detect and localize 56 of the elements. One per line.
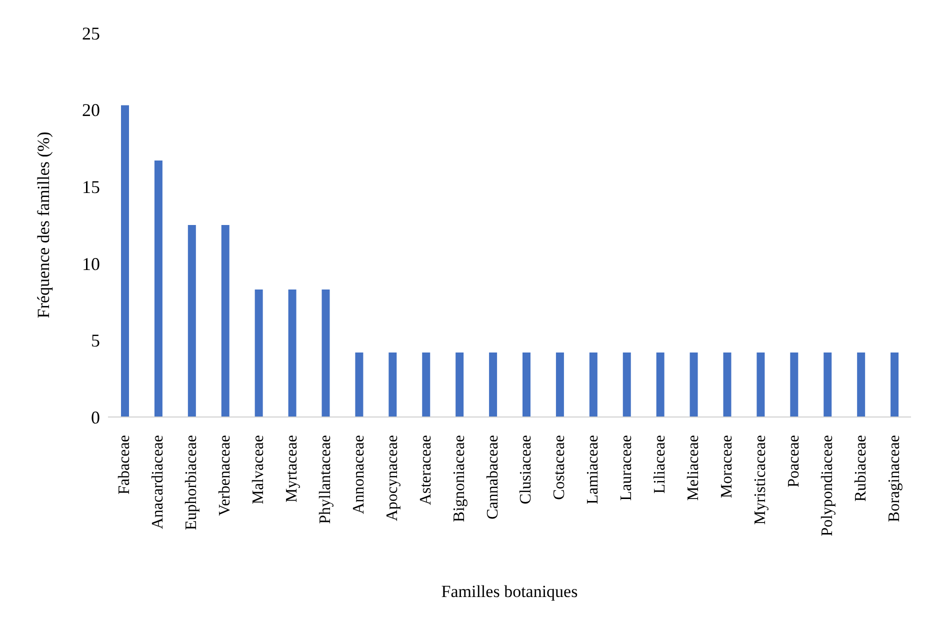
- bar: [522, 352, 530, 417]
- x-tick-label: Anacardiaceae: [150, 435, 167, 530]
- bar: [456, 352, 464, 417]
- y-tick-label: 0: [91, 407, 100, 428]
- bar: [422, 352, 430, 417]
- x-tick-label: Malvaceae: [250, 435, 268, 504]
- x-tick-label: Costaceae: [551, 435, 568, 500]
- x-tick-label: Clusiaceae: [518, 435, 535, 504]
- y-tick-label: 25: [82, 23, 100, 44]
- x-tick-label: Cannabaceae: [484, 435, 502, 520]
- x-tick-label: Fabaceae: [116, 435, 134, 495]
- bar: [556, 352, 564, 417]
- bar: [857, 352, 866, 417]
- x-tick-label: Polypondiaceae: [818, 435, 836, 536]
- bar: [690, 352, 698, 417]
- x-tick-label: Verbenaceae: [216, 435, 234, 516]
- bar: [890, 352, 899, 417]
- x-tick-label: Phyllantaceae: [316, 435, 334, 524]
- x-tick-label: Bignoniaceae: [450, 435, 468, 522]
- x-tick-label: Liliaceae: [652, 435, 669, 494]
- x-tick-label: Apocynaceae: [384, 435, 401, 522]
- x-tick-label: Euphorbiaceae: [183, 435, 200, 530]
- y-axis-title: Fréquence des familles (%): [34, 132, 54, 318]
- bar: [756, 352, 765, 417]
- bar: [188, 225, 196, 417]
- bar: [254, 290, 263, 417]
- bar: [723, 352, 732, 417]
- y-tick-label: 10: [82, 254, 100, 274]
- x-tick-label: Lamiaceae: [584, 435, 602, 504]
- x-tick-label: Moraceae: [718, 435, 736, 498]
- x-tick-label: Meliaceae: [685, 435, 702, 501]
- x-tick-label: Lauraceae: [618, 435, 636, 501]
- bar: [388, 352, 397, 417]
- bar: [589, 352, 598, 417]
- x-tick-label: Rubiaceae: [852, 435, 870, 502]
- x-tick-label: Myrtaceae: [284, 435, 301, 503]
- x-tick-label: Boraginaceae: [886, 435, 903, 522]
- x-tick-label: Poaceae: [785, 435, 802, 488]
- y-tick-label: 15: [82, 176, 100, 197]
- x-tick-label: Myristicaceae: [752, 435, 769, 525]
- bar: [824, 352, 832, 417]
- bar: [790, 352, 798, 417]
- x-tick-label: Asteraceae: [417, 435, 434, 506]
- bar: [656, 352, 664, 417]
- x-axis-title: Familles botaniques: [441, 582, 578, 601]
- bar: [489, 352, 498, 417]
- bar: [221, 225, 230, 417]
- y-tick-label: 20: [82, 100, 100, 120]
- bar: [355, 352, 364, 417]
- y-tick-label: 5: [91, 330, 100, 351]
- bar: [322, 290, 330, 417]
- bar: [288, 290, 296, 417]
- bar: [154, 160, 162, 417]
- x-tick-label: Annonaceae: [350, 435, 368, 514]
- bar: [121, 105, 129, 417]
- bar: [622, 352, 631, 417]
